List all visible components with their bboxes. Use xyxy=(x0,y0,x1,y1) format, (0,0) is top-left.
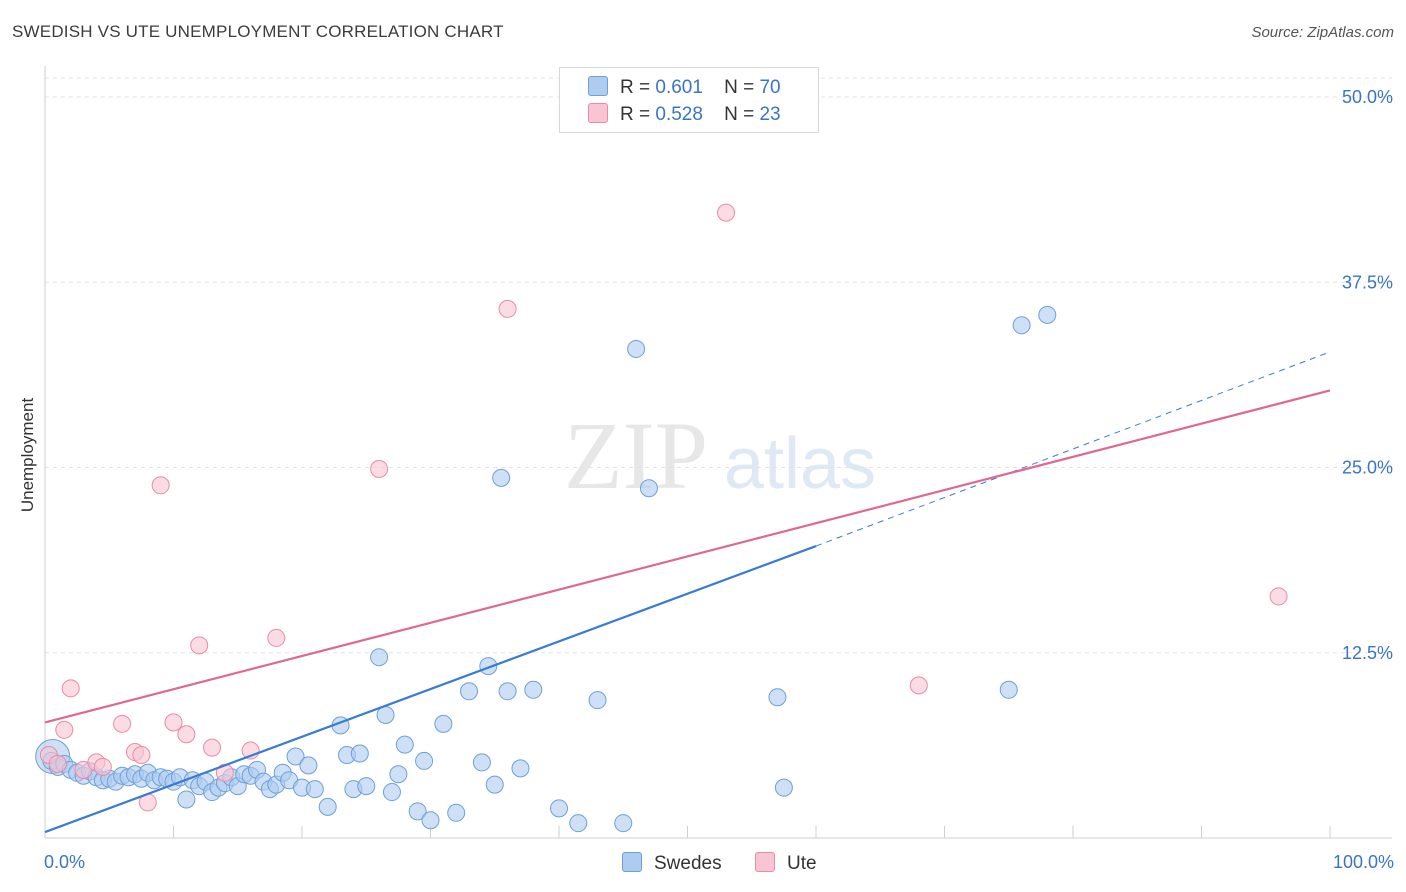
swedes-point xyxy=(434,714,453,733)
swedes-point xyxy=(1012,316,1031,335)
bottom-legend-swedes: Swedes xyxy=(622,852,722,875)
ute-point xyxy=(909,676,928,695)
swedes-trendline-extension xyxy=(815,351,1331,547)
x-tick-label: 100.0% xyxy=(1332,852,1394,872)
swedes-point xyxy=(350,744,369,763)
swedes-point xyxy=(485,775,504,794)
swedes-trendline xyxy=(44,545,817,834)
swedes-point xyxy=(569,814,588,833)
swedes-point xyxy=(389,765,408,784)
ute-point xyxy=(93,757,112,776)
legend-row-ute: R = 0.528 N = 23 xyxy=(588,103,781,125)
swedes-point xyxy=(550,799,568,818)
legend-row-swedes: R = 0.601 N = 70 xyxy=(588,76,781,98)
ute-point xyxy=(203,738,222,757)
ute-point xyxy=(113,714,132,733)
ute-swatch xyxy=(588,103,608,123)
swedes-point xyxy=(639,479,658,498)
swedes-point xyxy=(472,753,491,772)
ute-point xyxy=(61,679,80,698)
x-tick-label: 0.0% xyxy=(44,852,86,872)
ute-point xyxy=(370,459,389,478)
swedes-point xyxy=(177,790,196,809)
swedes-point xyxy=(492,468,511,487)
swedes-point xyxy=(460,682,479,701)
swedes-point xyxy=(415,751,434,770)
swedes-point xyxy=(511,759,530,778)
ute-point xyxy=(177,725,196,744)
chart-title: SWEDISH VS UTE UNEMPLOYMENT CORRELATION … xyxy=(12,22,504,41)
ute-point xyxy=(498,299,517,318)
swedes-point xyxy=(588,691,607,710)
watermark-atlas: atlas xyxy=(724,424,876,504)
ute-point xyxy=(164,713,183,732)
swedes-swatch xyxy=(622,852,642,872)
y-tick-label: 25.0% xyxy=(1342,458,1393,478)
swedes-point xyxy=(382,783,401,802)
ute-point xyxy=(267,628,286,647)
swedes-point xyxy=(370,648,389,667)
legend-r-label: R = xyxy=(620,104,651,125)
y-tick-label: 50.0% xyxy=(1342,87,1393,107)
y-tick-label: 37.5% xyxy=(1342,272,1393,292)
swedes-point xyxy=(498,682,517,701)
swedes-point xyxy=(768,688,787,707)
legend-n-label: N = xyxy=(724,77,755,98)
legend-r-value: 0.601 xyxy=(655,77,703,98)
legend-n-value: 23 xyxy=(759,104,781,125)
bottom-legend-label: Swedes xyxy=(654,853,722,874)
ute-point xyxy=(55,720,74,739)
ute-point xyxy=(132,746,151,765)
swedes-point xyxy=(408,802,427,821)
swedes-point xyxy=(299,756,318,775)
legend-r-value: 0.528 xyxy=(655,104,703,125)
ute-trendline xyxy=(44,389,1331,724)
ute-point xyxy=(151,476,170,495)
swedes-point xyxy=(627,339,646,358)
swedes-point xyxy=(524,680,543,699)
source-credit: Source: ZipAtlas.com xyxy=(1251,24,1394,41)
stats-legend: R = 0.601 N = 70 R = 0.528 N = 23 xyxy=(559,67,819,133)
swedes-point xyxy=(305,780,324,799)
swedes-point xyxy=(357,777,376,796)
swedes-point xyxy=(395,735,414,754)
legend-r-label: R = xyxy=(620,77,651,98)
swedes-point xyxy=(614,814,633,833)
y-tick-label: 12.5% xyxy=(1342,643,1393,663)
swedes-point xyxy=(774,778,793,797)
swedes-point xyxy=(999,680,1018,699)
ute-swatch xyxy=(755,852,775,872)
swedes-point xyxy=(421,811,440,830)
swedes-point xyxy=(447,803,466,822)
legend-n-label: N = xyxy=(724,104,755,125)
swedes-point xyxy=(286,747,305,766)
legend-n-value: 70 xyxy=(759,77,781,98)
ute-point xyxy=(717,203,736,222)
ute-point xyxy=(48,754,67,773)
swedes-point xyxy=(1038,305,1057,324)
swedes-swatch xyxy=(588,76,608,96)
swedes-point xyxy=(318,797,337,816)
ute-point xyxy=(190,636,209,655)
ute-point xyxy=(1269,587,1288,606)
watermark-zip: ZIP xyxy=(564,402,708,509)
bottom-legend-label: Ute xyxy=(787,853,817,874)
bottom-legend-ute: Ute xyxy=(755,852,817,875)
